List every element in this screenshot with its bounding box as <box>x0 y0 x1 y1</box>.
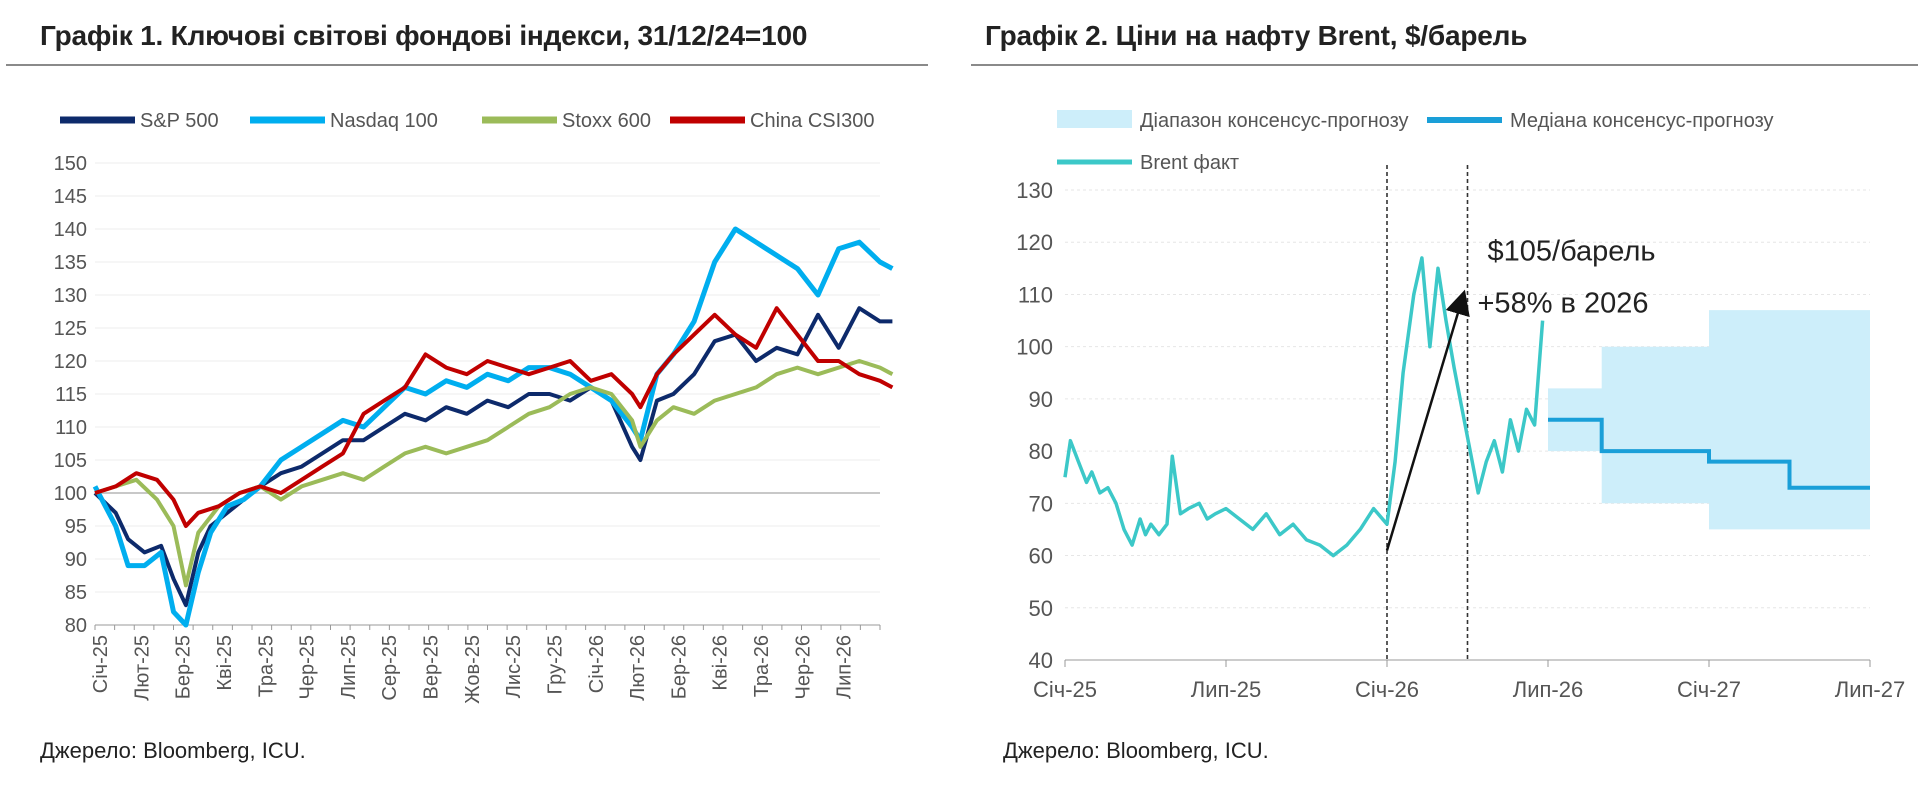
legend-label: Діапазон консенсус-прогнозу <box>1140 110 1409 132</box>
title-divider <box>6 64 928 66</box>
x-tick-label: Вер-25 <box>421 635 443 700</box>
y-tick-label: 90 <box>65 549 87 571</box>
y-tick-label: 120 <box>1016 230 1053 255</box>
y-tick-label: 135 <box>54 252 87 274</box>
x-tick-label: Тра-26 <box>751 635 773 697</box>
x-tick-label: Чер-26 <box>792 635 814 699</box>
series-line-stoxx-600 <box>94 359 894 588</box>
x-tick-label: Січ-25 <box>1033 677 1097 702</box>
y-tick-label: 130 <box>54 285 87 307</box>
x-tick-label: Чер-25 <box>297 635 319 699</box>
y-tick-label: 110 <box>1018 282 1053 307</box>
y-tick-label: 105 <box>54 450 87 472</box>
source-note: Джерело: Bloomberg, ICU. <box>40 738 306 763</box>
legend-swatch <box>1057 110 1132 128</box>
x-tick-label: Січ-25 <box>90 635 112 693</box>
legend-label: Brent факт <box>1140 152 1239 174</box>
title-divider <box>971 64 1918 66</box>
y-tick-label: 130 <box>1016 178 1053 203</box>
growth-arrow <box>1385 289 1470 551</box>
consensus-median-line <box>1548 417 1870 490</box>
legend-label: Медіана консенсус-прогнозу <box>1510 110 1774 132</box>
annotation-price: $105/барель <box>1488 236 1656 268</box>
x-tick-label: Бер-26 <box>668 635 690 699</box>
series-line-china-csi300 <box>94 306 894 528</box>
y-tick-label: 40 <box>1029 648 1053 673</box>
x-tick-label: Сер-25 <box>379 635 401 701</box>
x-tick-label: Кві-25 <box>214 635 236 691</box>
y-tick-label: 80 <box>1029 439 1053 464</box>
annotation-growth: +58% в 2026 <box>1478 288 1649 320</box>
x-tick-label: Лют-26 <box>627 635 649 701</box>
x-tick-label: Жов-25 <box>462 635 484 704</box>
source-note: Джерело: Bloomberg, ICU. <box>1003 738 1269 763</box>
x-tick-label: Лип-25 <box>1191 677 1261 702</box>
y-tick-label: 70 <box>1029 491 1053 516</box>
y-tick-label: 125 <box>54 318 87 340</box>
chart-svg-brent-oil: 40 50 60 70 80 90 100 110 120 130 Січ-25 Лип-25 Січ-… <box>1016 110 1905 702</box>
y-tick-label: 100 <box>1016 335 1053 360</box>
chart-svg-stock-indices: 80 85 90 95 100 105 110 115 120 125 130 135 140 145 15… <box>54 110 894 704</box>
x-tick-label: Лип-27 <box>1835 677 1905 702</box>
x-tick-label: Січ-26 <box>1355 677 1419 702</box>
y-tick-label: 140 <box>54 219 87 241</box>
x-tick-label: Лют-25 <box>131 635 153 701</box>
series-line-s-p-500 <box>93 306 893 608</box>
y-tick-label: 100 <box>54 483 87 505</box>
x-tick-label: Лип-25 <box>338 635 360 699</box>
x-tick-label: Січ-26 <box>586 635 608 693</box>
y-tick-label: 50 <box>1029 596 1053 621</box>
chart-title: Графік 1. Ключові світові фондові індекс… <box>40 20 808 51</box>
y-tick-label: 90 <box>1029 387 1053 412</box>
chart-panel-right: Графік 2. Ціни на нафту Brent, $/барель … <box>965 0 1930 810</box>
legend-label: Nasdaq 100 <box>330 110 438 132</box>
x-tick-label: Лип-26 <box>834 635 856 699</box>
chart-panel-left: Графік 1. Ключові світові фондові індекс… <box>0 0 940 810</box>
x-tick-label: Січ-27 <box>1677 677 1741 702</box>
x-tick-label: Гру-25 <box>544 635 566 695</box>
legend-label: China CSI300 <box>750 110 875 132</box>
y-tick-label: 110 <box>55 417 87 439</box>
x-tick-label: Тра-25 <box>255 635 277 697</box>
legend-label: S&P 500 <box>140 110 219 132</box>
y-tick-label: 115 <box>55 384 87 406</box>
y-tick-label: 80 <box>65 615 87 637</box>
y-tick-label: 85 <box>65 582 87 604</box>
legend-label: Stoxx 600 <box>562 110 651 132</box>
y-tick-label: 95 <box>65 516 87 538</box>
y-tick-label: 120 <box>54 351 87 373</box>
series-line-nasdaq-100 <box>92 226 894 628</box>
brent-actual-line <box>1063 256 1545 558</box>
chart-title: Графік 2. Ціни на нафту Brent, $/барель <box>985 20 1528 51</box>
y-tick-label: 60 <box>1029 544 1053 569</box>
x-tick-label: Кві-26 <box>710 635 732 691</box>
x-tick-label: Лип-26 <box>1513 677 1583 702</box>
x-tick-label: Лис-25 <box>503 635 525 698</box>
y-tick-label: 150 <box>54 153 87 175</box>
y-tick-label: 145 <box>54 186 87 208</box>
x-tick-label: Бер-25 <box>173 635 195 699</box>
